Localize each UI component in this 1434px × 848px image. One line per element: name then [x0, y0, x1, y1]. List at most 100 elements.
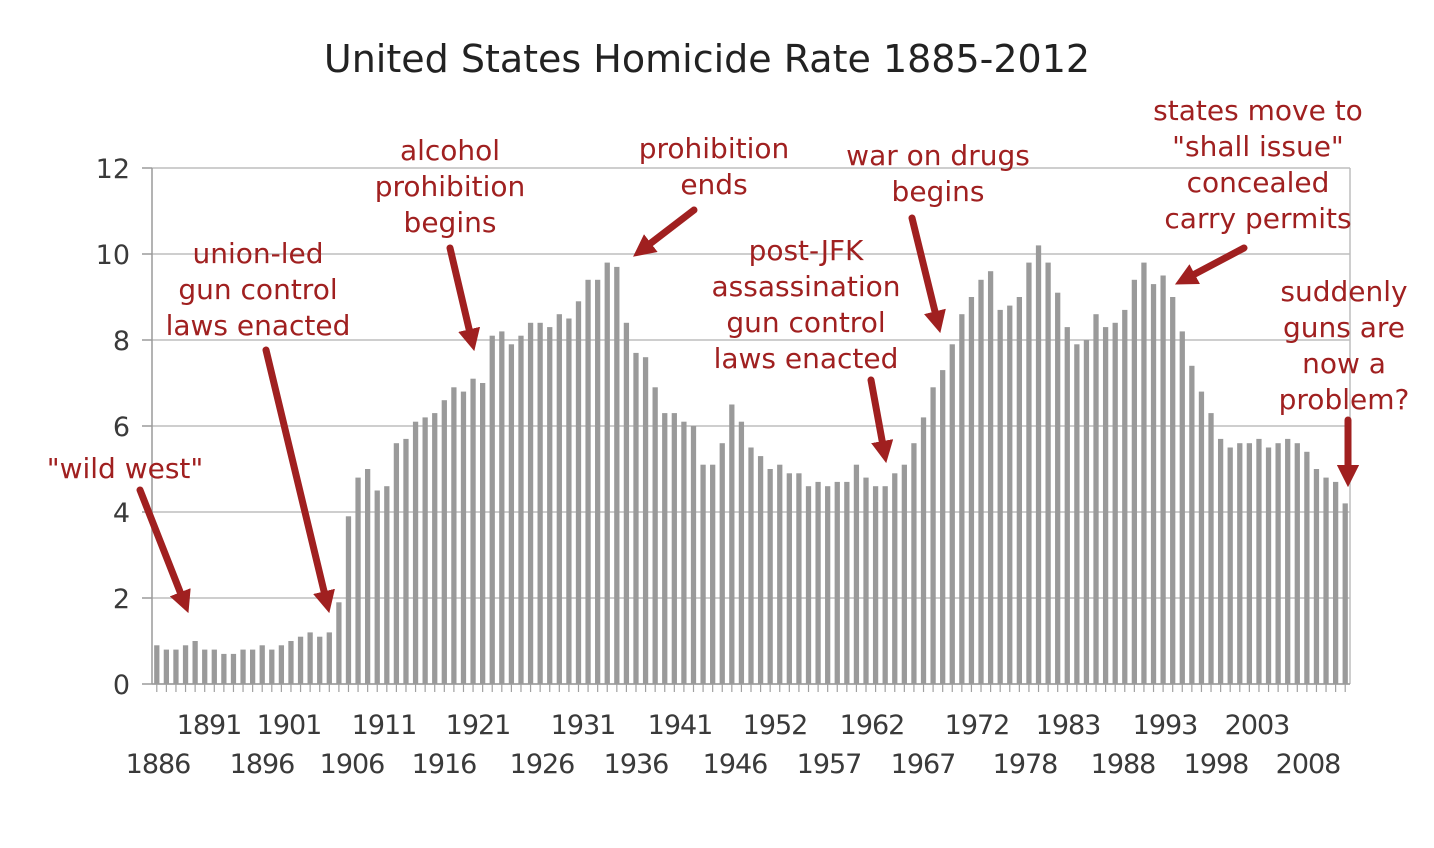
bar — [1112, 322, 1118, 684]
bar — [403, 438, 409, 684]
bar — [767, 469, 773, 684]
bar — [1026, 262, 1032, 684]
x-tick-label: 1911 — [352, 710, 417, 741]
x-tick-label: 1886 — [126, 749, 191, 780]
bars — [154, 245, 1348, 684]
bar — [1045, 262, 1051, 684]
bar — [288, 641, 294, 684]
x-tick-label: 1962 — [840, 710, 905, 741]
bar — [1035, 245, 1042, 684]
bar — [1265, 447, 1272, 684]
x-tick-label: 1891 — [177, 710, 242, 741]
annotation-arrow — [867, 376, 894, 464]
bar — [249, 649, 256, 684]
annotation-text-union-led: laws enacted — [166, 309, 351, 342]
annotation-text-prohibition-ends: ends — [680, 168, 747, 201]
bar — [1208, 413, 1214, 684]
bar — [662, 413, 668, 684]
bar — [825, 486, 831, 684]
bar — [1150, 284, 1157, 684]
bar — [920, 417, 927, 684]
annotation-text-alcohol-prohibition: prohibition — [375, 170, 526, 203]
bar — [1170, 297, 1176, 684]
bar — [987, 271, 994, 684]
bar — [786, 473, 792, 684]
bar — [1227, 447, 1233, 684]
bar — [202, 649, 208, 684]
bar — [182, 645, 189, 684]
bar — [585, 279, 591, 684]
x-tick-label: 1931 — [551, 710, 616, 741]
bar — [1122, 309, 1128, 684]
bar — [384, 486, 390, 684]
annotation-arrow — [908, 214, 946, 334]
y-tick-label: 2 — [113, 584, 130, 615]
bar — [269, 649, 275, 684]
x-tick-label: 1952 — [743, 710, 808, 741]
bar — [451, 387, 457, 684]
x-tick-label: 1916 — [412, 749, 477, 780]
annotation-text-alcohol-prohibition: begins — [404, 206, 497, 239]
annotation-text-suddenly: problem? — [1279, 383, 1410, 416]
bar — [681, 421, 687, 684]
bar — [221, 653, 227, 684]
annotation-text-post-jfk: post-JFK — [749, 234, 864, 267]
bar — [1141, 262, 1147, 684]
annotation-arrow — [446, 244, 481, 352]
bar — [1093, 314, 1099, 684]
x-tick-label: 1941 — [648, 710, 713, 741]
bar — [633, 352, 639, 684]
bar — [844, 481, 850, 684]
annotation-text-wild-west: "wild west" — [47, 452, 204, 485]
bar — [671, 413, 677, 684]
bar — [777, 464, 783, 684]
bar — [815, 481, 821, 684]
bar — [192, 641, 198, 684]
bar — [278, 645, 285, 684]
bar — [1064, 327, 1070, 684]
bar — [537, 322, 543, 684]
bar — [1055, 292, 1061, 684]
bar — [1323, 477, 1329, 684]
annotation-text-shall-issue: carry permits — [1164, 202, 1351, 235]
bar — [489, 335, 495, 684]
annotation-text-post-jfk: gun control — [726, 306, 885, 339]
bar — [556, 314, 562, 684]
annotation-text-suddenly: now a — [1302, 347, 1386, 380]
bar — [1016, 297, 1022, 684]
x-tick-label: 1983 — [1036, 710, 1101, 741]
bar — [623, 322, 630, 684]
bar — [642, 357, 649, 684]
y-tick-label: 6 — [113, 412, 130, 443]
bar — [422, 417, 428, 684]
bar — [710, 464, 716, 684]
annotation-text-suddenly: guns are — [1283, 311, 1405, 344]
bar — [508, 344, 515, 684]
bar — [547, 327, 553, 684]
y-tick-label: 0 — [113, 670, 130, 701]
bar — [1332, 481, 1339, 684]
bar — [595, 279, 601, 684]
x-tick-label: 1972 — [945, 710, 1010, 741]
bar — [930, 387, 936, 684]
bar — [882, 486, 888, 684]
bar — [575, 301, 582, 684]
bar — [700, 464, 706, 684]
x-tick-label: 1926 — [510, 749, 575, 780]
bar — [968, 297, 975, 684]
bar — [460, 391, 467, 684]
bar — [1275, 443, 1281, 684]
bar — [652, 387, 658, 684]
annotation-text-shall-issue: "shall issue" — [1172, 130, 1344, 163]
bar — [997, 309, 1003, 684]
bar — [317, 636, 323, 684]
bar — [1294, 443, 1300, 684]
annotation-arrow — [262, 346, 335, 614]
bar — [738, 421, 745, 684]
bar — [211, 649, 217, 684]
bar — [748, 447, 754, 684]
bar — [690, 426, 697, 684]
annotation-text-prohibition-ends: prohibition — [639, 132, 790, 165]
